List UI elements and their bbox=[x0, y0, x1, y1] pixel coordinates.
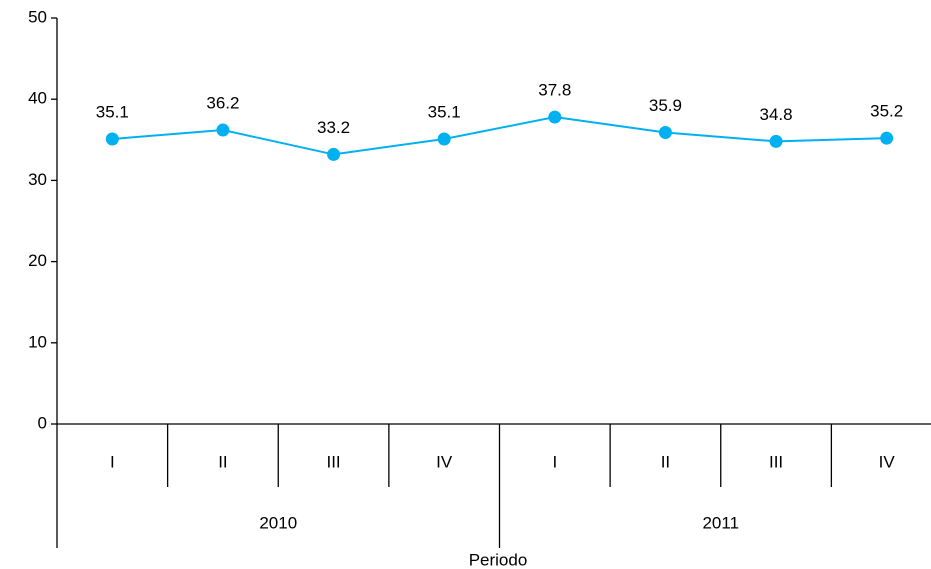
data-label: 37.8 bbox=[538, 81, 571, 100]
x-tick-label: III bbox=[769, 452, 783, 471]
x-tick-label: I bbox=[552, 452, 557, 471]
marker bbox=[769, 134, 783, 148]
y-tick-label: 10 bbox=[28, 332, 47, 351]
x-axis-title: Periodo bbox=[469, 550, 528, 569]
data-label: 35.9 bbox=[649, 96, 682, 115]
group-label: 2011 bbox=[702, 513, 739, 532]
x-tick-label: II bbox=[218, 452, 227, 471]
x-tick-label: II bbox=[661, 452, 670, 471]
x-tick-label: I bbox=[110, 452, 115, 471]
y-tick-label: 50 bbox=[28, 7, 47, 26]
marker bbox=[658, 125, 672, 139]
line bbox=[112, 116, 887, 156]
data-label: 34.8 bbox=[760, 105, 793, 124]
y-tick-label: 40 bbox=[28, 89, 47, 108]
y-tick-label: 20 bbox=[28, 251, 47, 270]
marker bbox=[437, 132, 451, 146]
x-tick-label: III bbox=[326, 452, 340, 471]
marker bbox=[880, 131, 894, 145]
group-label: 2010 bbox=[259, 513, 297, 532]
marker bbox=[216, 123, 230, 137]
y-tick-label: 0 bbox=[38, 413, 47, 432]
data-label: 35.1 bbox=[428, 102, 461, 121]
data-label: 33.2 bbox=[317, 118, 350, 137]
marker bbox=[327, 147, 341, 161]
data-label: 36.2 bbox=[206, 94, 239, 113]
x-tick-label: IV bbox=[879, 452, 896, 471]
data-label: 35.1 bbox=[96, 102, 129, 121]
marker bbox=[548, 110, 562, 124]
marker bbox=[105, 132, 119, 146]
x-tick-label: IV bbox=[436, 452, 453, 471]
y-tick-label: 30 bbox=[28, 170, 47, 189]
data-label: 35.2 bbox=[870, 102, 903, 121]
